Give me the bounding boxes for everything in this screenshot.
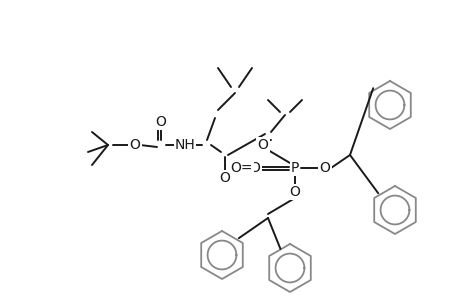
Text: O: O: [219, 171, 230, 185]
Text: O: O: [289, 185, 300, 199]
Text: O: O: [257, 138, 268, 152]
Text: O: O: [249, 161, 260, 175]
Text: O: O: [129, 138, 140, 152]
Text: O=: O=: [230, 161, 252, 175]
Text: P: P: [290, 161, 298, 175]
Text: NH: NH: [174, 138, 195, 152]
Text: O: O: [319, 161, 330, 175]
Text: O: O: [155, 115, 166, 129]
